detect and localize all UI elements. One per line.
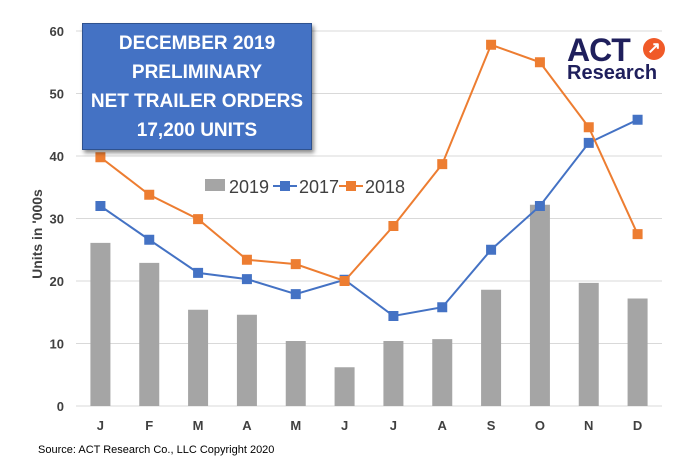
x-tick-label: J: [97, 418, 104, 433]
bar-2019: [481, 289, 502, 406]
bar-2019: [334, 367, 355, 406]
marker-2017: [388, 311, 399, 321]
marker-2017: [241, 274, 252, 285]
marker-2017: [95, 201, 106, 211]
bar-2019: [188, 309, 209, 406]
y-tick-label: 50: [50, 87, 64, 102]
y-tick-label: 30: [50, 212, 64, 227]
marker-2018: [632, 229, 643, 240]
x-tick-label: O: [535, 418, 545, 433]
y-tick-label: 10: [50, 337, 64, 352]
x-tick-label: A: [438, 418, 448, 433]
title-box: DECEMBER 2019 PRELIMINARY NET TRAILER OR…: [82, 23, 312, 150]
bar-2019: [236, 314, 257, 406]
marker-2018: [486, 39, 497, 50]
title-line-1: DECEMBER 2019: [118, 32, 276, 54]
legend-marker-2018: [346, 181, 356, 191]
title-line-2: PRELIMINARY: [131, 61, 263, 83]
bar-2019: [285, 341, 306, 406]
marker-2017: [437, 302, 448, 313]
y-axis-label: Units in '000s: [28, 189, 45, 279]
legend-label-2017: 2017: [299, 177, 339, 197]
bar-2019: [432, 339, 453, 406]
logo-research-text: Research: [567, 62, 658, 84]
x-tick-label: A: [242, 418, 252, 433]
marker-2018: [437, 159, 448, 170]
marker-2017: [534, 201, 545, 211]
line-2018: [99, 43, 639, 283]
bar-2019: [139, 262, 160, 406]
bar-2019: [578, 282, 599, 406]
marker-2017: [486, 244, 497, 255]
x-tick-label: J: [390, 418, 397, 433]
legend-label-2018: 2018: [365, 177, 405, 197]
x-tick-label: M: [290, 418, 301, 433]
y-tick-label: 60: [50, 24, 64, 39]
marker-2017: [290, 289, 301, 300]
bar-2019: [383, 341, 404, 406]
marker-2018: [144, 189, 155, 200]
x-tick-label: S: [487, 418, 496, 433]
legend-label-2019: 2019: [229, 177, 269, 197]
bar-2019: [90, 242, 111, 406]
marker-2017: [583, 137, 594, 148]
title-line-4: 17,200 UNITS: [136, 119, 258, 141]
marker-2017: [632, 114, 643, 125]
marker-2018: [339, 276, 350, 286]
marker-2018: [534, 57, 545, 68]
legend-swatch-2019: [205, 179, 225, 191]
y-tick-label: 0: [57, 399, 64, 414]
x-tick-label: M: [193, 418, 204, 433]
marker-2018: [388, 221, 399, 231]
marker-2018: [193, 214, 204, 225]
y-tick-label: 40: [50, 149, 64, 164]
x-tick-label: D: [633, 418, 642, 433]
marker-2018: [95, 152, 106, 163]
logo-act-text: ACT: [567, 32, 631, 68]
bar-2019: [627, 298, 648, 406]
x-tick-label: J: [341, 418, 348, 433]
title-line-3: NET TRAILER ORDERS: [90, 90, 304, 112]
source-note: Source: ACT Research Co., LLC Copyright …: [38, 444, 275, 456]
marker-2018: [241, 254, 252, 265]
marker-2018: [583, 122, 594, 133]
marker-2017: [144, 234, 155, 245]
act-research-logo: ACT ↗ Research: [565, 32, 677, 88]
legend-marker-2017: [280, 181, 290, 191]
arrow-icon: ↗: [643, 38, 665, 60]
marker-2017: [193, 267, 204, 278]
line-2017: [99, 118, 639, 318]
x-tick-label: N: [584, 418, 593, 433]
x-tick-label: F: [145, 418, 153, 433]
marker-2018: [290, 259, 301, 270]
y-tick-label: 20: [50, 274, 64, 289]
bar-2019: [529, 204, 550, 406]
